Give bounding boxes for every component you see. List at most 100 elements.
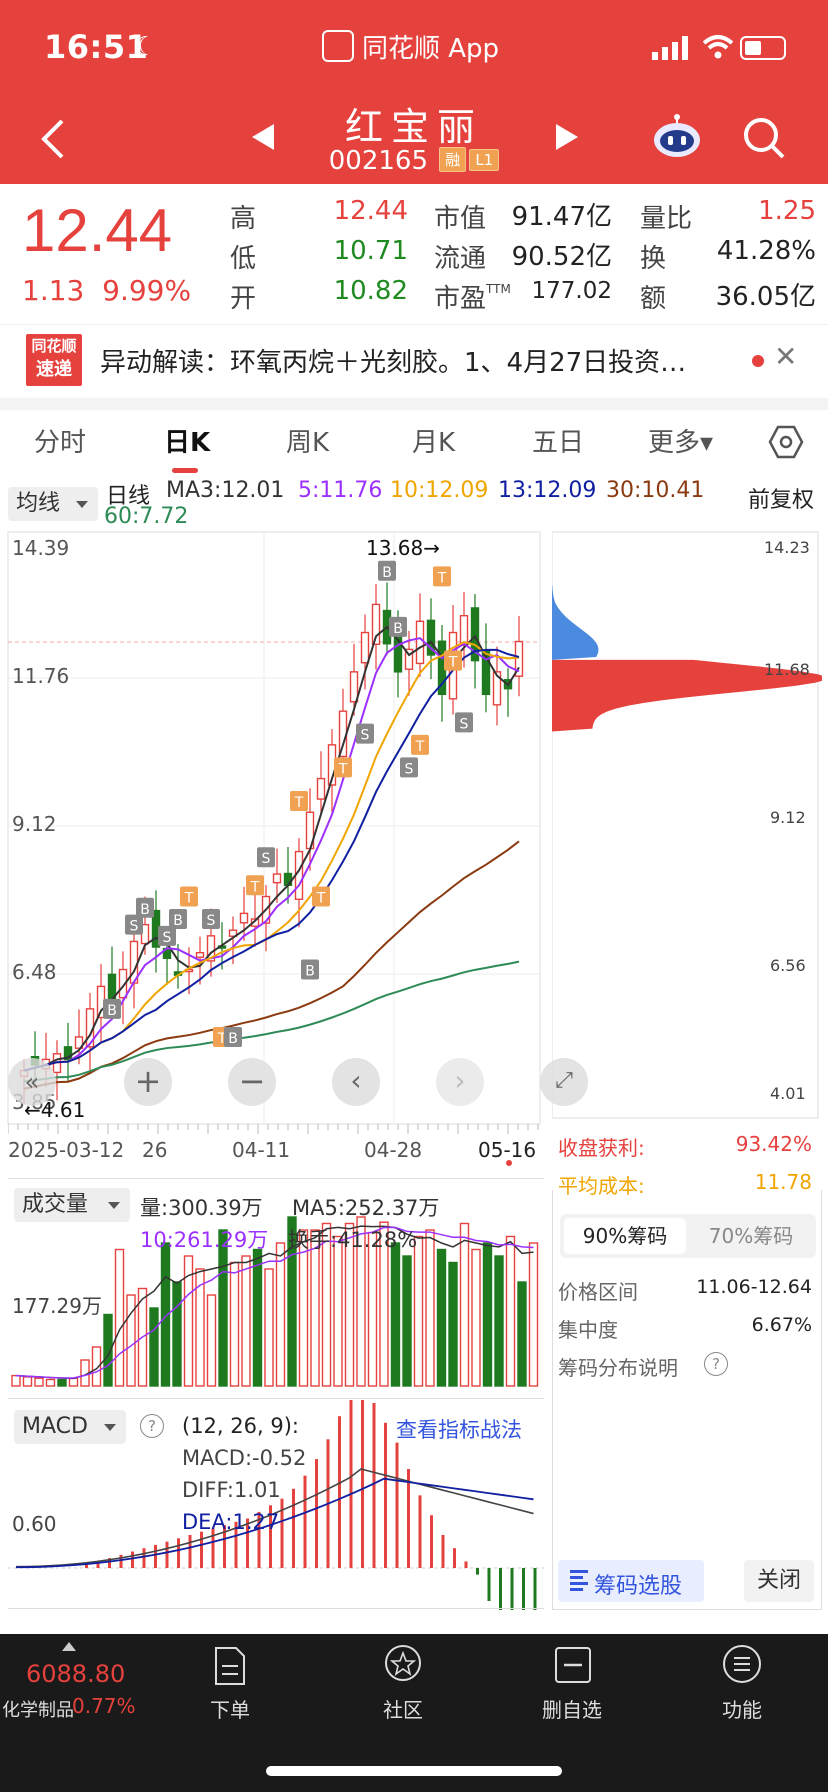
community-icon[interactable] (382, 1644, 424, 1686)
concentration-label: 集中度 (558, 1318, 618, 1342)
volume-bar (195, 1268, 205, 1387)
macd-histogram-bar (522, 1568, 525, 1610)
back-icon[interactable] (40, 118, 66, 160)
zoom-in-icon[interactable]: + (124, 1058, 172, 1106)
order-label[interactable]: 下单 (210, 1698, 250, 1722)
next-stock-icon[interactable] (556, 124, 578, 150)
function-label[interactable]: 功能 (722, 1698, 762, 1722)
adjust-mode[interactable]: 前复权 (748, 488, 815, 513)
close-chip-button[interactable]: 关闭 (744, 1560, 814, 1602)
candle-body (118, 968, 128, 999)
fullscreen-icon[interactable]: ⤢ (540, 1058, 588, 1106)
divider (8, 1608, 544, 1609)
news-headline[interactable]: 异动解读：环氧丙烷＋光刻胶。1、4月27日投资… (100, 348, 687, 378)
mktcap-label: 市值 (434, 204, 487, 234)
candle-body (470, 607, 480, 662)
prev-stock-icon[interactable] (252, 124, 274, 150)
help-icon[interactable]: ? (704, 1352, 728, 1376)
amount-label: 额 (640, 284, 667, 314)
help-icon[interactable]: ? (140, 1414, 164, 1438)
trade-marker (202, 908, 220, 929)
candle-body (74, 1036, 84, 1049)
trade-marker-label: T (294, 795, 304, 811)
chip-explain-link[interactable]: 筹码分布说明 (558, 1356, 678, 1380)
zoom-out-icon[interactable]: − (228, 1058, 276, 1106)
macd-histogram-bar (165, 1541, 169, 1568)
macd-chart[interactable] (8, 1400, 544, 1610)
trade-marker-label: T (316, 891, 326, 907)
community-label[interactable]: 社区 (383, 1698, 423, 1722)
chip-select-button[interactable] (558, 1560, 704, 1602)
function-icon[interactable] (722, 1644, 762, 1684)
settings-hexagon-icon[interactable] (768, 424, 804, 460)
macd-histogram-bar (85, 1564, 88, 1568)
trade-marker (180, 886, 198, 907)
chip-profit-area (552, 659, 822, 732)
trade-marker-label: T (217, 1031, 227, 1047)
volume-bar (45, 1378, 56, 1387)
tab-daily-k[interactable]: 日K (164, 428, 211, 458)
macd-params: (12, 26, 9): (182, 1414, 299, 1438)
volume-ma5-line (15, 1225, 534, 1380)
trade-marker-label: B (107, 1003, 117, 1019)
macd-histogram-bar (234, 1521, 238, 1568)
close-icon[interactable]: ✕ (774, 340, 798, 373)
volume-chart[interactable] (8, 1180, 544, 1390)
expand-up-icon[interactable] (62, 1642, 76, 1651)
pe-label: 市盈TTM (434, 282, 511, 314)
list-icon (570, 1570, 588, 1591)
macd-selector[interactable]: MACD (14, 1410, 126, 1444)
diff-line (15, 1468, 534, 1568)
stock-code: 002165 (328, 146, 429, 176)
macd-histogram-bar (223, 1525, 226, 1568)
index-name[interactable]: 化学制品 (2, 1700, 74, 1721)
trade-marker-label: B (228, 1031, 238, 1047)
low-label: 低 (230, 244, 257, 274)
order-icon[interactable] (212, 1646, 248, 1686)
volume-bar (275, 1242, 286, 1387)
scroll-start-icon[interactable]: « (8, 1058, 56, 1106)
avgcost-label: 平均成本: (558, 1174, 645, 1198)
indicator-strategy-link[interactable]: 查看指标战法 (396, 1418, 522, 1442)
tab-weekly-k[interactable]: 周K (286, 428, 330, 458)
remove-favorite-icon[interactable] (554, 1646, 592, 1684)
remove-favorite-label[interactable]: 删自选 (542, 1698, 602, 1722)
level-tag: L1 (469, 149, 500, 171)
tab-more[interactable]: 更多▾ (648, 428, 714, 458)
ma10-value: 10:12.09 (390, 478, 489, 503)
search-icon[interactable] (742, 116, 786, 160)
high-value: 12.44 (333, 196, 408, 226)
candle-body (195, 951, 205, 958)
index-value[interactable]: 6088.80 (26, 1660, 126, 1688)
ma-selector[interactable]: 均线 (8, 487, 98, 521)
tab-intraday[interactable]: 分时 (34, 428, 87, 458)
volume-bar (22, 1376, 33, 1387)
volume-bar (218, 1229, 228, 1387)
trade-marker-label: B (382, 565, 392, 581)
candle-body (206, 935, 216, 962)
volume-bar (34, 1377, 44, 1387)
tab-chip-70[interactable]: 70%筹码 (708, 1224, 794, 1248)
tab-chip-90[interactable]: 90%筹码 (564, 1218, 686, 1254)
scroll-left-icon[interactable]: ‹ (332, 1058, 380, 1106)
ma3-value: MA3:12.01 (166, 478, 285, 503)
volume-selector[interactable]: 成交量 (14, 1188, 130, 1222)
tab-monthly-k[interactable]: 月K (412, 428, 456, 458)
tab-five-day[interactable]: 五日 (532, 428, 585, 458)
chip-select-label[interactable]: 筹码选股 (594, 1574, 683, 1599)
volume-bar (425, 1229, 435, 1387)
macd-histogram-bar (349, 1400, 353, 1568)
app-logo-icon (322, 30, 354, 62)
macd-histogram-bar (211, 1528, 215, 1568)
range-value: 11.06-12.64 (696, 1276, 812, 1298)
volume-bar (11, 1374, 21, 1387)
trade-marker-label: S (163, 930, 172, 946)
candle-body (316, 777, 326, 800)
volratio-value: 1.25 (758, 196, 816, 226)
scroll-right-icon[interactable]: › (436, 1058, 484, 1106)
robot-assistant-icon[interactable] (652, 114, 702, 158)
chip-axis-label: 6.56 (770, 956, 806, 975)
turnover-value: 41.28% (716, 236, 816, 266)
chip-distribution-chart[interactable] (552, 530, 822, 1120)
